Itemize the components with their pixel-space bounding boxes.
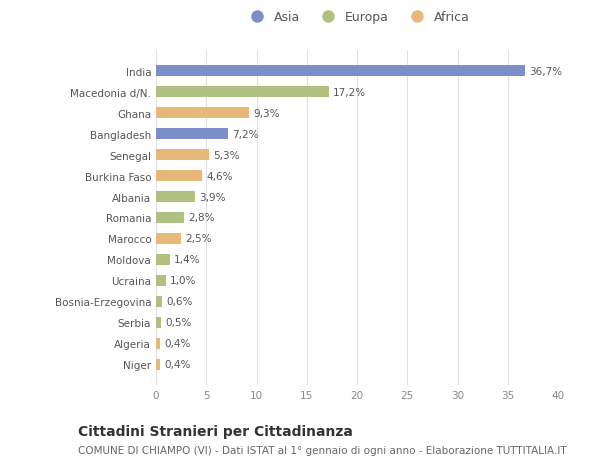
Bar bbox=[156, 359, 160, 370]
Text: 1,0%: 1,0% bbox=[170, 276, 196, 286]
Bar bbox=[156, 233, 181, 245]
Bar bbox=[156, 254, 170, 266]
Text: 2,5%: 2,5% bbox=[185, 234, 212, 244]
Text: 0,5%: 0,5% bbox=[165, 318, 191, 328]
Text: 9,3%: 9,3% bbox=[253, 108, 280, 118]
Text: Cittadini Stranieri per Cittadinanza: Cittadini Stranieri per Cittadinanza bbox=[78, 425, 353, 438]
Bar bbox=[156, 296, 162, 308]
Bar bbox=[156, 129, 229, 140]
Text: 7,2%: 7,2% bbox=[232, 129, 259, 139]
Text: 1,4%: 1,4% bbox=[174, 255, 200, 265]
Text: 3,9%: 3,9% bbox=[199, 192, 226, 202]
Bar bbox=[156, 170, 202, 182]
Text: 0,6%: 0,6% bbox=[166, 297, 193, 307]
Bar bbox=[156, 191, 195, 203]
Bar bbox=[156, 212, 184, 224]
Bar bbox=[156, 150, 209, 161]
Bar bbox=[156, 275, 166, 286]
Text: 17,2%: 17,2% bbox=[333, 87, 366, 97]
Text: 0,4%: 0,4% bbox=[164, 359, 190, 369]
Bar bbox=[156, 107, 250, 119]
Text: 0,4%: 0,4% bbox=[164, 339, 190, 349]
Legend: Asia, Europa, Africa: Asia, Europa, Africa bbox=[239, 6, 475, 29]
Text: COMUNE DI CHIAMPO (VI) - Dati ISTAT al 1° gennaio di ogni anno - Elaborazione TU: COMUNE DI CHIAMPO (VI) - Dati ISTAT al 1… bbox=[78, 445, 566, 455]
Text: 2,8%: 2,8% bbox=[188, 213, 215, 223]
Bar bbox=[156, 338, 160, 349]
Bar bbox=[156, 66, 525, 77]
Text: 5,3%: 5,3% bbox=[213, 150, 240, 160]
Bar bbox=[156, 87, 329, 98]
Text: 4,6%: 4,6% bbox=[206, 171, 233, 181]
Text: 36,7%: 36,7% bbox=[529, 67, 562, 77]
Bar bbox=[156, 317, 161, 329]
